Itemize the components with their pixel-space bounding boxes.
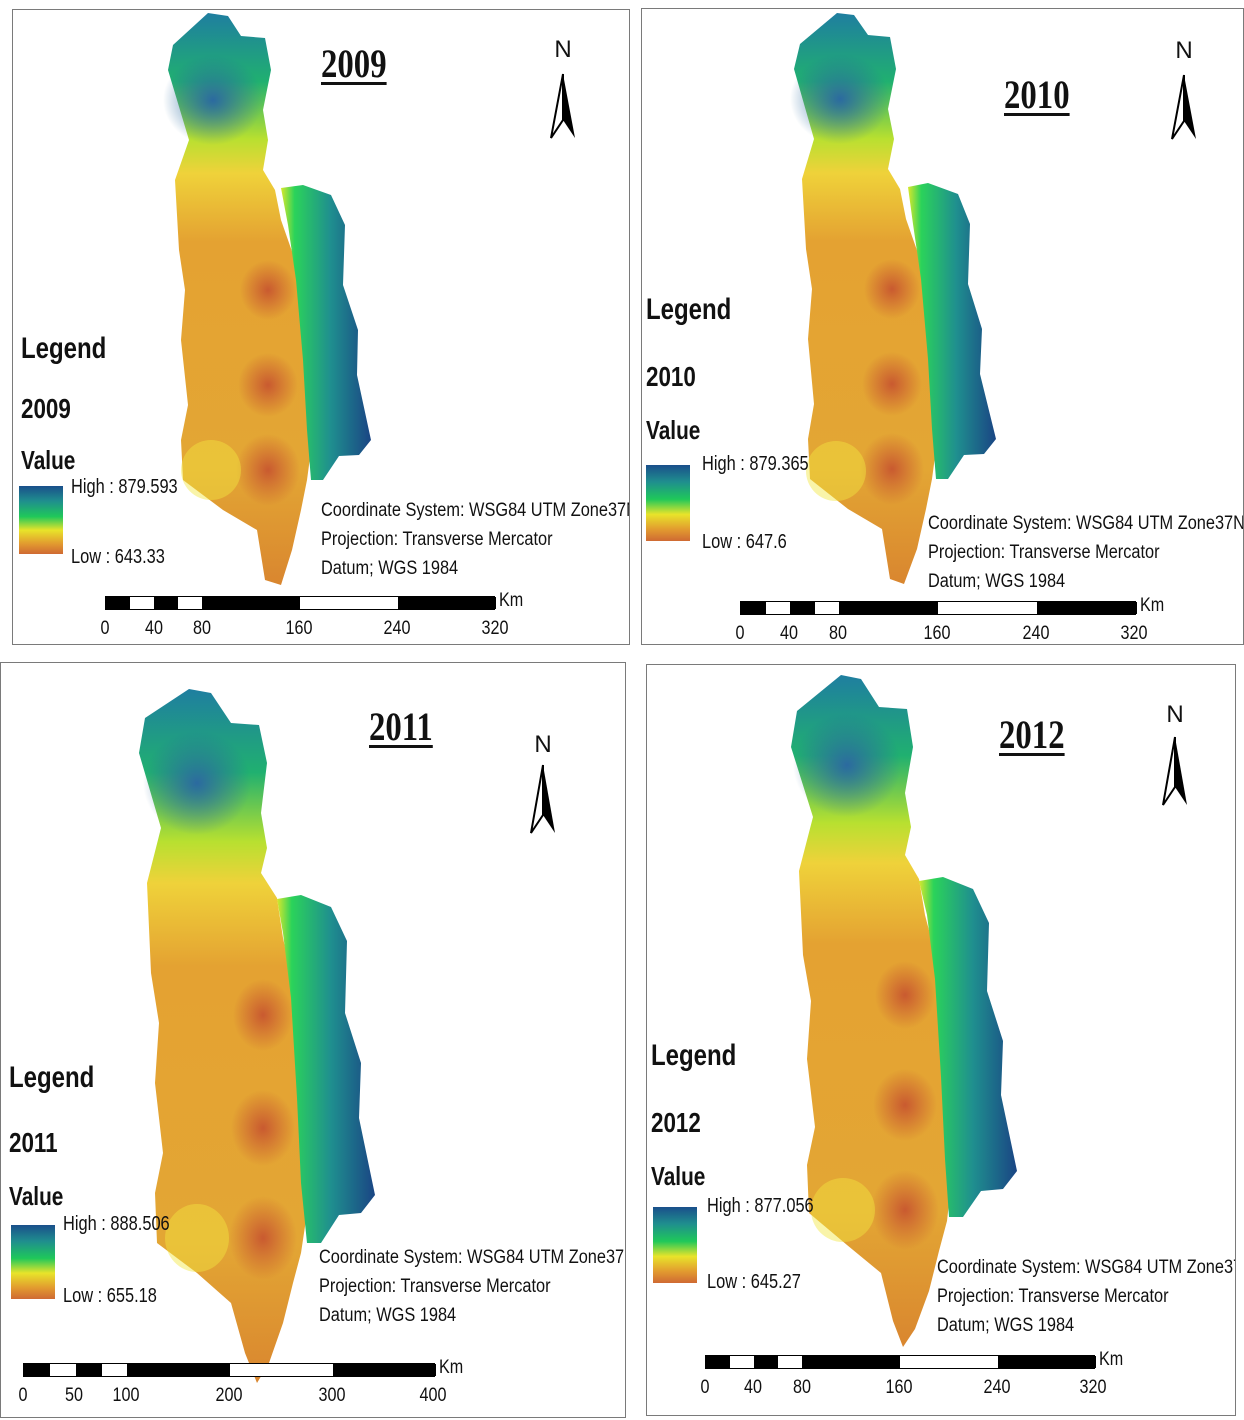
north-arrow: N bbox=[1155, 701, 1195, 811]
scale-tick: 400 bbox=[419, 1385, 447, 1406]
scale-tick: 320 bbox=[1079, 1377, 1107, 1398]
coordinate-system: Coordinate System: WSG84 UTM Zone37N bbox=[928, 513, 1244, 534]
scale-bar bbox=[740, 601, 1137, 615]
scale-tick: 240 bbox=[983, 1377, 1011, 1398]
legend-low-value: Low : 647.6 bbox=[702, 531, 787, 553]
north-arrow: N bbox=[523, 731, 563, 841]
scale-unit: Km bbox=[1099, 1349, 1124, 1370]
legend-high-value: High : 888.506 bbox=[63, 1213, 170, 1235]
scale-unit: Km bbox=[499, 590, 524, 611]
north-arrow-icon bbox=[1171, 74, 1196, 140]
projection: Projection: Transverse Mercator bbox=[321, 529, 553, 550]
coordinate-system: Coordinate System: WSG84 UTM Zone37N bbox=[937, 1257, 1236, 1278]
map-year-title: 2011 bbox=[369, 704, 433, 749]
legend-year: 2011 bbox=[9, 1127, 58, 1158]
map-year-title: 2012 bbox=[999, 712, 1065, 757]
legend-high-value: High : 879.365 bbox=[702, 453, 809, 475]
map-info: Coordinate System: WSG84 UTM Zone37N Pro… bbox=[319, 1243, 626, 1330]
scale-tick: 80 bbox=[793, 1377, 811, 1398]
legend-title: Legend bbox=[646, 293, 732, 326]
map-panel-2009: 2009 N Legend 2009 Value High : 879.593 … bbox=[12, 9, 630, 645]
legend-low-value: Low : 645.27 bbox=[707, 1271, 801, 1293]
scale-tick: 0 bbox=[100, 618, 110, 639]
scale-tick: 80 bbox=[829, 623, 847, 644]
scale-tick: 0 bbox=[18, 1385, 28, 1406]
legend-low-value: Low : 643.33 bbox=[71, 546, 165, 568]
coordinate-system: Coordinate System: WSG84 UTM Zone37N bbox=[321, 500, 630, 521]
region-map bbox=[791, 675, 1017, 1347]
legend-high-value: High : 877.056 bbox=[707, 1195, 814, 1217]
scale-tick: 300 bbox=[318, 1385, 346, 1406]
north-label: N bbox=[1175, 37, 1193, 64]
scale-tick: 0 bbox=[700, 1377, 710, 1398]
legend-title: Legend bbox=[651, 1039, 737, 1072]
legend-year: 2010 bbox=[646, 361, 696, 392]
map-info: Coordinate System: WSG84 UTM Zone37N Pro… bbox=[928, 509, 1244, 596]
legend-high-value: High : 879.593 bbox=[71, 476, 178, 498]
map-info: Coordinate System: WSG84 UTM Zone37N Pro… bbox=[321, 496, 630, 583]
projection: Projection: Transverse Mercator bbox=[928, 542, 1160, 563]
scale-tick: 200 bbox=[215, 1385, 243, 1406]
scale-tick: 160 bbox=[885, 1377, 913, 1398]
legend-low-value: Low : 655.18 bbox=[63, 1285, 157, 1307]
scale-tick: 40 bbox=[145, 618, 163, 639]
scale-tick: 160 bbox=[285, 618, 313, 639]
north-arrow: N bbox=[1164, 37, 1204, 147]
map-panel-2011: 2011 N Legend 2011 Value High : 888.506 … bbox=[0, 662, 626, 1418]
datum: Datum; WGS 1984 bbox=[937, 1315, 1075, 1336]
legend-color-ramp bbox=[11, 1225, 55, 1299]
legend-value-label: Value bbox=[9, 1181, 64, 1211]
datum: Datum; WGS 1984 bbox=[928, 571, 1066, 592]
scale-unit: Km bbox=[439, 1357, 464, 1378]
coordinate-system: Coordinate System: WSG84 UTM Zone37N bbox=[319, 1247, 626, 1268]
legend-value-label: Value bbox=[646, 415, 701, 445]
legend-title: Legend bbox=[21, 332, 107, 365]
legend-color-ramp bbox=[19, 486, 63, 554]
map-year-title: 2010 bbox=[1004, 72, 1070, 117]
scale-tick: 50 bbox=[65, 1385, 83, 1406]
north-arrow-icon bbox=[530, 764, 555, 834]
legend-year: 2012 bbox=[651, 1107, 701, 1138]
north-arrow: N bbox=[543, 36, 583, 146]
north-arrow-icon bbox=[550, 73, 575, 139]
projection: Projection: Transverse Mercator bbox=[319, 1276, 551, 1297]
map-info: Coordinate System: WSG84 UTM Zone37N Pro… bbox=[937, 1253, 1236, 1340]
legend-color-ramp bbox=[646, 465, 690, 541]
region-map bbox=[790, 13, 996, 584]
scale-tick: 40 bbox=[744, 1377, 762, 1398]
map-year-title: 2009 bbox=[321, 41, 387, 86]
region-map bbox=[139, 689, 375, 1383]
datum: Datum; WGS 1984 bbox=[319, 1305, 457, 1326]
scale-tick: 240 bbox=[383, 618, 411, 639]
scale-tick: 160 bbox=[923, 623, 951, 644]
scale-bar bbox=[705, 1355, 1096, 1369]
legend-year: 2009 bbox=[21, 393, 71, 424]
scale-tick: 80 bbox=[193, 618, 211, 639]
map-panel-2010: 2010 N Legend 2010 Value High : 879.365 … bbox=[641, 8, 1244, 645]
scale-tick: 40 bbox=[780, 623, 798, 644]
legend-color-ramp bbox=[653, 1207, 697, 1283]
legend-value-label: Value bbox=[21, 445, 76, 475]
scale-bar bbox=[105, 596, 496, 610]
region-map bbox=[163, 13, 371, 585]
north-label: N bbox=[1166, 701, 1184, 728]
projection: Projection: Transverse Mercator bbox=[937, 1286, 1169, 1307]
scale-tick: 240 bbox=[1022, 623, 1050, 644]
north-arrow-icon bbox=[1162, 736, 1187, 806]
scale-tick: 0 bbox=[735, 623, 745, 644]
legend-value-label: Value bbox=[651, 1161, 706, 1191]
scale-tick: 320 bbox=[481, 618, 509, 639]
legend-title: Legend bbox=[9, 1061, 95, 1094]
scale-bar bbox=[23, 1363, 436, 1377]
datum: Datum; WGS 1984 bbox=[321, 558, 459, 579]
map-panel-2012: 2012 N Legend 2012 Value High : 877.056 … bbox=[646, 664, 1236, 1416]
north-label: N bbox=[554, 36, 572, 63]
scale-unit: Km bbox=[1140, 595, 1165, 616]
scale-tick: 100 bbox=[112, 1385, 140, 1406]
north-label: N bbox=[534, 731, 552, 758]
scale-tick: 320 bbox=[1120, 623, 1148, 644]
